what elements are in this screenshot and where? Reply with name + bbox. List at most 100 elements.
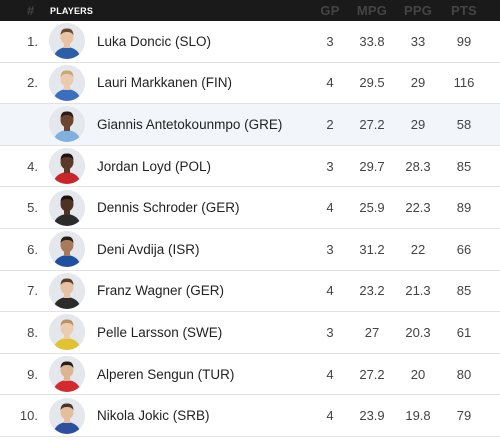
player-avatar[interactable] — [49, 314, 85, 351]
row-rank: 7. — [27, 283, 38, 299]
table-row[interactable]: 2. Lauri Markkanen (FIN) 4 29.5 29 116 — [0, 62, 500, 105]
stat-gp: 2 — [326, 116, 334, 132]
table-row[interactable]: Giannis Antetokounmpo (GRE) 2 27.2 29 58 — [0, 104, 500, 146]
player-avatar[interactable] — [49, 272, 85, 309]
player-name[interactable]: Giannis Antetokounmpo (GRE) — [97, 116, 283, 132]
header-rank[interactable]: # — [27, 3, 35, 18]
stat-ppg: 29 — [410, 75, 426, 91]
row-rank: 5. — [27, 200, 38, 216]
player-photo-icon — [49, 397, 85, 434]
header-ppg[interactable]: PPG — [403, 3, 433, 18]
player-photo-icon — [49, 23, 85, 60]
header-players[interactable]: PLAYERS — [50, 5, 94, 16]
player-name[interactable]: Nikola Jokic (SRB) — [97, 408, 210, 424]
stat-gp: 4 — [326, 283, 334, 299]
player-name[interactable]: Franz Wagner (GER) — [97, 283, 225, 299]
player-avatar[interactable] — [49, 64, 85, 101]
stat-mpg: 27.2 — [359, 116, 385, 132]
player-photo-icon — [49, 272, 85, 309]
table-row[interactable]: 4. Jordan Loyd (POL) 3 29.7 28.3 85 — [0, 145, 500, 188]
stat-pts: 66 — [456, 241, 472, 257]
player-photo-icon — [49, 231, 85, 268]
stat-mpg: 23.2 — [359, 283, 385, 299]
table-row[interactable]: 1. Luka Doncic (SLO) 3 33.8 33 99 — [0, 21, 500, 63]
stat-gp: 4 — [326, 366, 334, 382]
player-name[interactable]: Dennis Schroder (GER) — [97, 200, 240, 216]
player-avatar[interactable] — [49, 397, 85, 434]
player-photo-icon — [49, 148, 85, 185]
row-rank: 8. — [27, 324, 38, 340]
avatar-cell — [49, 272, 89, 309]
avatar-cell — [49, 64, 89, 101]
stat-ppg: 22 — [410, 241, 426, 257]
player-name[interactable]: Lauri Markkanen (FIN) — [97, 75, 233, 91]
row-rank: 9. — [27, 366, 38, 382]
table-row[interactable]: 10. Nikola Jokic (SRB) 4 23.9 19.8 79 — [0, 395, 500, 437]
stat-ppg: 21.3 — [405, 283, 431, 299]
stat-gp: 3 — [326, 324, 334, 340]
stat-pts: 58 — [456, 116, 472, 132]
player-photo-icon — [49, 189, 85, 226]
stat-gp: 3 — [326, 33, 334, 49]
avatar-cell — [49, 231, 89, 268]
avatar-cell — [49, 189, 89, 226]
stat-pts: 79 — [456, 408, 472, 424]
stat-ppg: 19.8 — [405, 408, 431, 424]
player-name[interactable]: Jordan Loyd (POL) — [97, 158, 212, 174]
stat-gp: 4 — [326, 200, 334, 216]
stat-pts: 80 — [456, 366, 472, 382]
stat-ppg: 20.3 — [405, 324, 431, 340]
avatar-cell — [49, 148, 89, 185]
table-body: 1. Luka Doncic (SLO) 3 33.8 33 99 2. Lauri Mark… — [0, 21, 500, 437]
table-header: # PLAYERS GP MPG PPG PTS — [0, 0, 500, 21]
stat-gp: 3 — [326, 158, 334, 174]
table-row[interactable]: 5. Dennis Schroder (GER) 4 25.9 22.3 89 — [0, 187, 500, 229]
player-photo-icon — [49, 314, 85, 351]
stat-gp: 3 — [326, 241, 334, 257]
player-avatar[interactable] — [49, 356, 85, 393]
stat-ppg: 22.3 — [405, 200, 431, 216]
player-name[interactable]: Pelle Larsson (SWE) — [97, 324, 223, 340]
row-rank: 6. — [27, 241, 38, 257]
stat-ppg: 20 — [410, 366, 426, 382]
table-row[interactable]: 8. Pelle Larsson (SWE) 3 27 20.3 61 — [0, 312, 500, 354]
row-rank: 2. — [27, 75, 38, 91]
player-name[interactable]: Deni Avdija (ISR) — [97, 241, 200, 257]
player-photo-icon — [49, 356, 85, 393]
stat-pts: 99 — [456, 33, 472, 49]
player-avatar[interactable] — [49, 148, 85, 185]
stat-pts: 85 — [456, 283, 472, 299]
table-row[interactable]: 6. Deni Avdija (ISR) 3 31.2 22 66 — [0, 228, 500, 271]
player-avatar[interactable] — [49, 106, 85, 143]
row-rank: 4. — [27, 158, 38, 174]
stat-gp: 4 — [326, 408, 334, 424]
stat-mpg: 31.2 — [359, 241, 385, 257]
player-name[interactable]: Luka Doncic (SLO) — [97, 33, 212, 49]
player-avatar[interactable] — [49, 23, 85, 60]
stat-gp: 4 — [326, 75, 334, 91]
stat-pts: 116 — [453, 75, 475, 91]
stat-pts: 85 — [456, 158, 472, 174]
avatar-cell — [49, 23, 89, 60]
header-pts[interactable]: PTS — [451, 3, 477, 18]
header-gp[interactable]: GP — [320, 3, 340, 18]
table-row[interactable]: 7. Franz Wagner (GER) 4 23.2 21.3 85 — [0, 270, 500, 313]
stat-mpg: 23.9 — [359, 408, 385, 424]
stat-ppg: 28.3 — [405, 158, 431, 174]
player-avatar[interactable] — [49, 189, 85, 226]
player-avatar[interactable] — [49, 231, 85, 268]
table-row[interactable]: 9. Alperen Sengun (TUR) 4 27.2 20 80 — [0, 353, 500, 396]
stat-mpg: 27 — [364, 324, 380, 340]
stat-mpg: 29.5 — [359, 75, 385, 91]
stat-pts: 61 — [456, 324, 472, 340]
row-rank: 1. — [27, 33, 38, 49]
stat-mpg: 29.7 — [359, 158, 385, 174]
stat-ppg: 33 — [410, 33, 426, 49]
stat-mpg: 25.9 — [359, 200, 385, 216]
player-photo-icon — [49, 64, 85, 101]
avatar-cell — [49, 356, 89, 393]
stat-mpg: 33.8 — [359, 33, 385, 49]
header-mpg[interactable]: MPG — [356, 3, 388, 18]
stat-pts: 89 — [456, 200, 472, 216]
player-name[interactable]: Alperen Sengun (TUR) — [97, 366, 235, 382]
